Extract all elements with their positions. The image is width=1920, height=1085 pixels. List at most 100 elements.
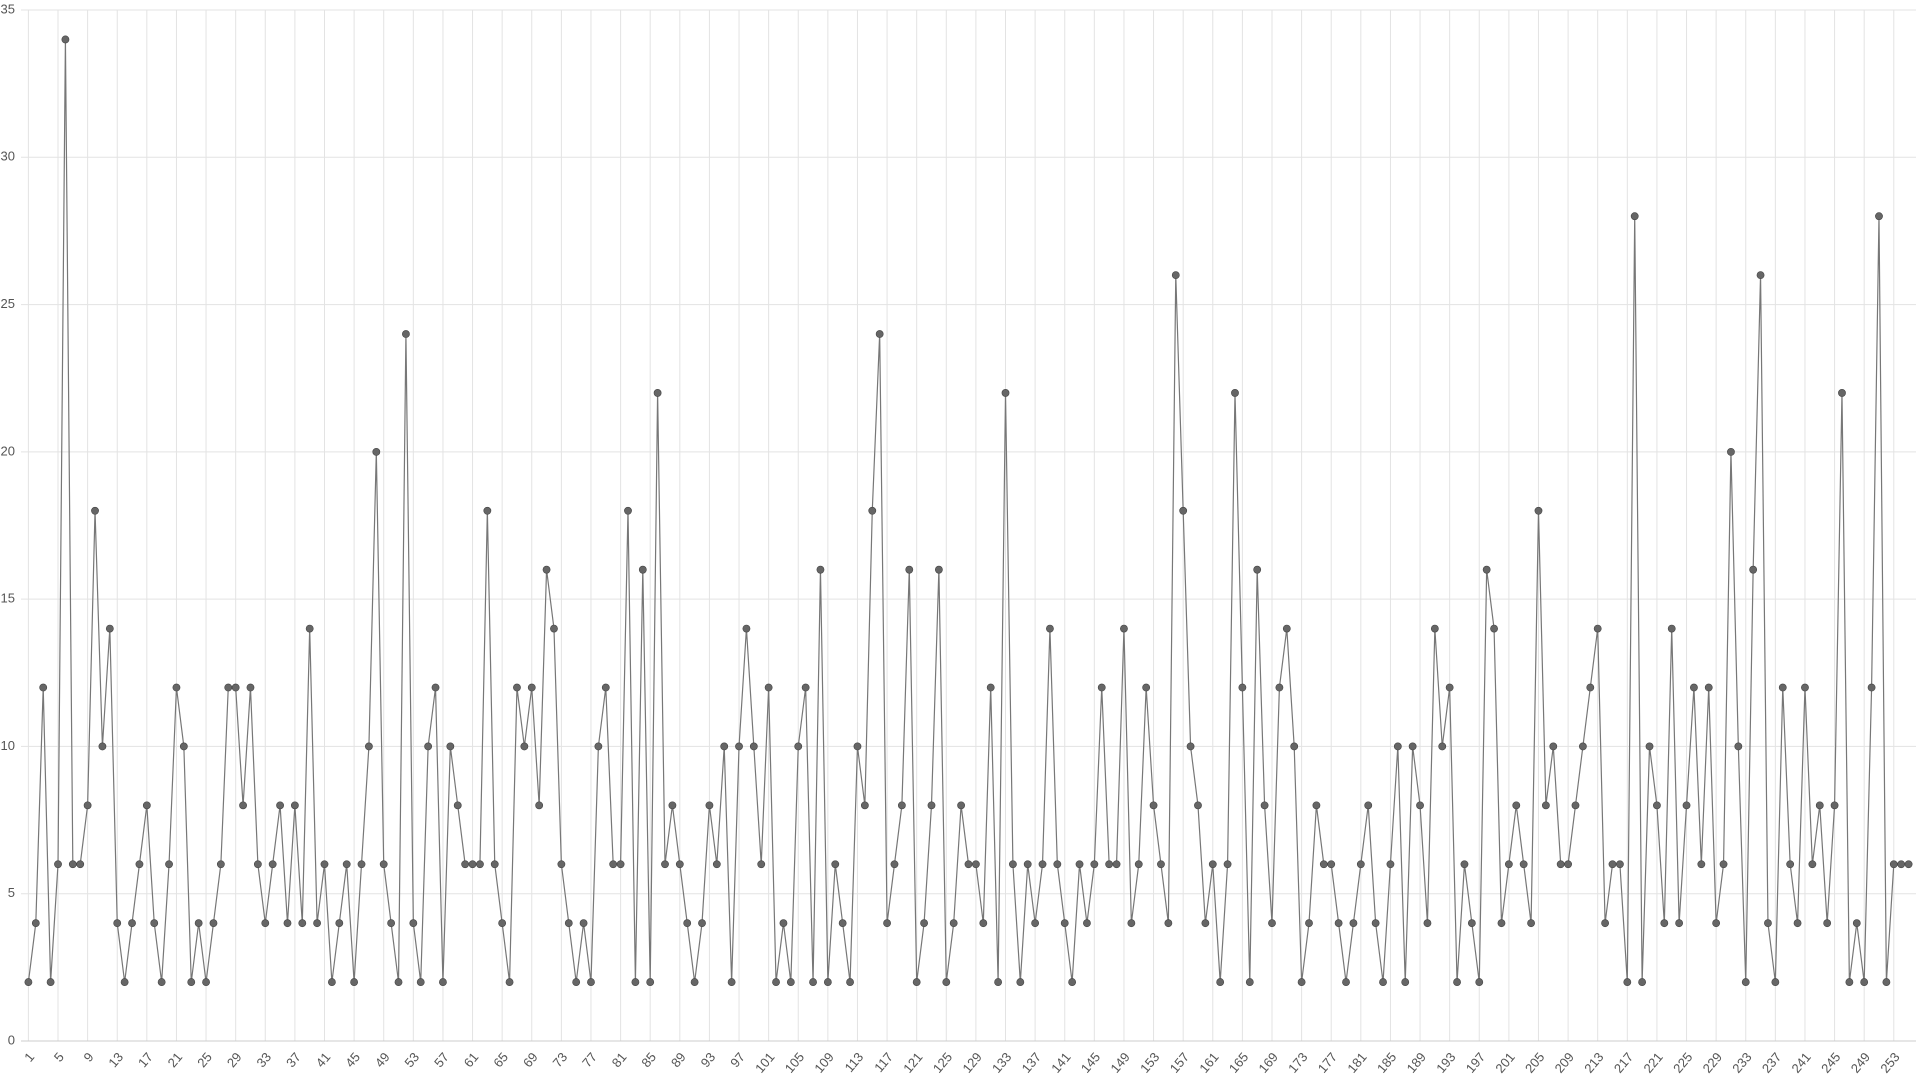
point [1490,624,1498,633]
x-tick-label: 117 [871,1049,896,1075]
point [1090,860,1099,869]
point [1201,919,1210,928]
point [1504,860,1513,869]
point [61,35,70,44]
point [1527,919,1535,928]
point [365,742,373,751]
point [276,801,284,810]
point [1638,978,1647,986]
point [1741,978,1750,986]
point [342,860,351,869]
point [705,801,714,810]
point [1342,978,1350,986]
x-tick-label: 133 [989,1049,1014,1075]
point [246,683,255,692]
point [1046,624,1054,633]
point [883,919,891,928]
x-tick-label: 29 [224,1049,245,1070]
point [1416,801,1424,810]
point [1023,860,1032,869]
x-tick-label: 97 [727,1049,748,1070]
x-tick-label: 193 [1433,1049,1458,1075]
point [661,860,669,869]
point [1016,978,1025,986]
point [1608,860,1617,869]
x-tick-label: 161 [1196,1049,1221,1075]
point [1120,624,1128,633]
point [624,506,632,515]
point [1682,801,1691,810]
point [476,860,484,869]
point [1423,919,1432,928]
point [1645,742,1654,751]
point [638,565,647,574]
point [1630,212,1639,221]
point [1460,860,1469,869]
x-tick-label: 197 [1463,1049,1488,1075]
point [157,978,166,986]
point [1653,801,1661,810]
point [1401,978,1410,986]
point [920,919,928,928]
point [675,860,684,869]
point [831,860,840,869]
point [979,919,988,928]
point [772,978,780,986]
point [1623,978,1632,986]
point [757,860,766,869]
point [1904,860,1913,869]
point [646,978,655,986]
x-tick-label: 149 [1107,1049,1132,1075]
x-tick-label: 65 [490,1049,511,1070]
point [165,860,173,869]
point [823,978,832,986]
point [1719,860,1728,869]
point [875,330,884,338]
point [439,978,447,986]
x-tick-label: 221 [1640,1049,1665,1075]
point [520,742,529,751]
point [683,919,692,928]
point [1305,919,1313,928]
x-tick-label: 81 [609,1049,630,1070]
point [1430,624,1439,633]
point [1593,624,1602,633]
point [764,683,773,692]
point [1571,801,1580,810]
point [564,919,573,928]
point [379,860,388,869]
point [1771,978,1780,986]
point [498,919,507,928]
point [76,860,85,869]
point [1586,683,1595,692]
point [298,919,307,928]
point [1060,919,1069,928]
point [187,978,196,986]
point [1875,212,1883,221]
point [1009,860,1017,869]
point [934,565,943,574]
point [1319,860,1328,869]
point [1519,860,1528,869]
point [1556,860,1565,869]
point [1179,506,1188,515]
point [290,801,299,810]
x-tick-label: 61 [461,1049,482,1070]
point [1186,742,1195,751]
x-tick-label: 153 [1137,1049,1162,1075]
point [216,860,225,869]
x-tick-label: 181 [1344,1049,1369,1075]
x-tick-label: 77 [579,1049,600,1070]
point [1290,742,1299,751]
point [1793,919,1802,928]
point [942,978,951,986]
x-tick-label: 53 [401,1049,422,1070]
point [394,978,403,986]
point [949,919,958,928]
point [1194,801,1202,810]
point [1171,271,1180,280]
point [616,860,625,869]
point [402,330,410,338]
point [1660,919,1669,928]
y-tick-label: 5 [8,885,15,900]
